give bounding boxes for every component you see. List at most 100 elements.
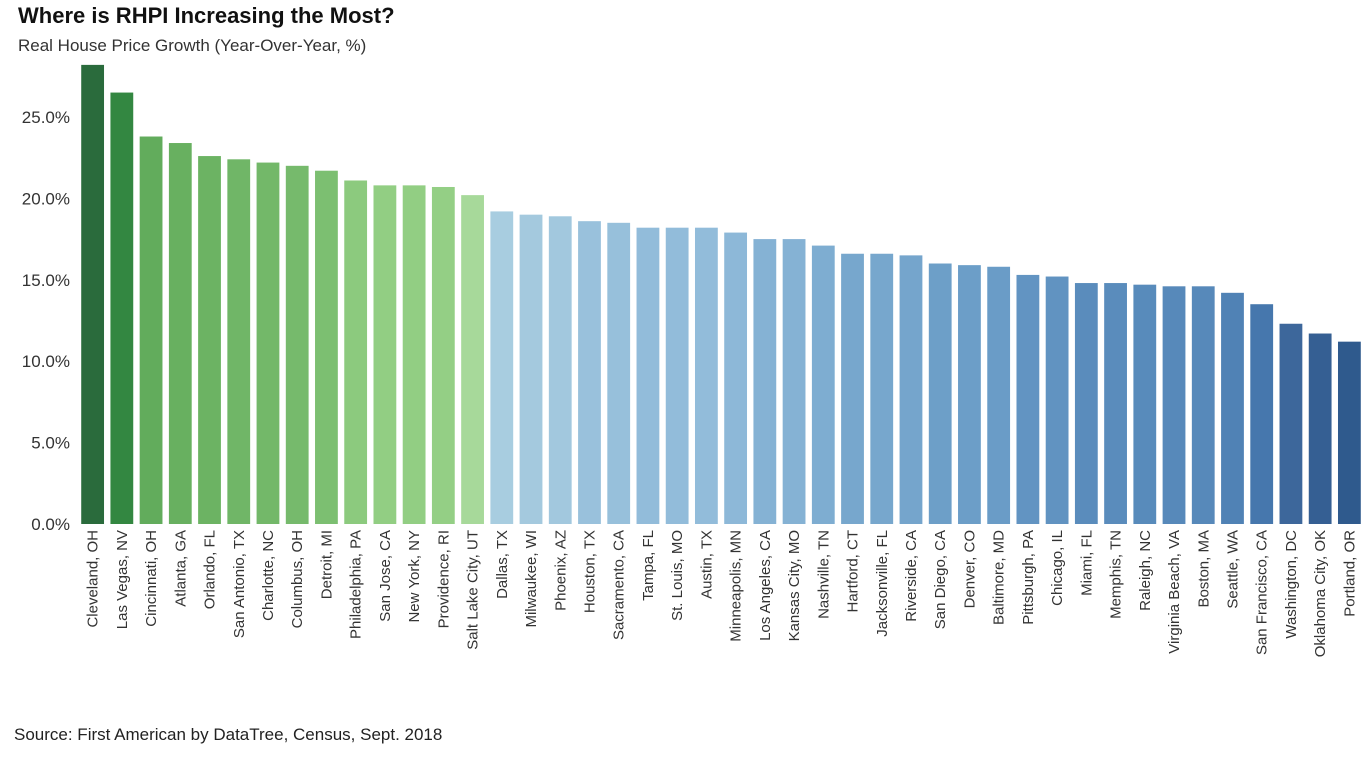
x-tick-label: Salt Lake City, UT	[465, 530, 482, 650]
x-tick-label: Philadelphia, PA	[348, 530, 365, 639]
bar	[811, 245, 835, 524]
x-tick-label: Pittsburgh, PA	[1020, 530, 1037, 625]
x-tick-label: Washington, DC	[1283, 530, 1300, 639]
x-tick-label: Jacksonville, FL	[874, 530, 891, 637]
x-tick-label: San Diego, CA	[932, 530, 949, 629]
bar	[344, 180, 368, 525]
bar	[139, 136, 163, 524]
x-tick-label: New York, NY	[406, 530, 423, 623]
x-tick-label: Los Angeles, CA	[757, 530, 774, 641]
chart-title: Where is RHPI Increasing the Most?	[18, 3, 395, 28]
x-tick-label: Seattle, WA	[1224, 530, 1241, 609]
y-tick-label: 0.0%	[31, 515, 70, 534]
bar	[227, 159, 251, 524]
x-tick-label: Sacramento, CA	[611, 530, 628, 640]
bar	[402, 185, 426, 525]
bar	[870, 253, 894, 525]
bar	[490, 211, 514, 524]
bar	[285, 165, 309, 524]
bar	[899, 255, 923, 524]
bar	[1308, 333, 1332, 524]
x-tick-label: Memphis, TN	[1108, 530, 1125, 619]
x-tick-label: Cleveland, OH	[85, 530, 102, 628]
x-tick-label: Virginia Beach, VA	[1166, 530, 1183, 654]
x-tick-label: Minneapolis, MN	[728, 530, 745, 642]
chart-source: Source: First American by DataTree, Cens…	[14, 725, 443, 744]
bars	[81, 64, 1361, 525]
bar	[694, 227, 718, 524]
x-axis-labels: Cleveland, OH Las Vegas, NV Cincinnati, OH…	[85, 530, 1359, 657]
x-tick-label: Miami, FL	[1078, 530, 1095, 596]
bar	[987, 266, 1011, 524]
x-tick-label: Austin, TX	[698, 530, 715, 599]
x-tick-label: Denver, CO	[961, 530, 978, 608]
bar	[315, 170, 338, 524]
x-tick-label: St. Louis, MO	[669, 530, 686, 621]
bar	[958, 265, 981, 524]
x-tick-label: Oklahoma City, OK	[1312, 530, 1329, 657]
x-tick-label: Hartford, CT	[845, 530, 862, 613]
y-axis: 0.0% 5.0% 10.0% 15.0% 20.0% 25.0%	[22, 108, 70, 534]
x-tick-label: Portland, OR	[1341, 530, 1358, 617]
bar	[665, 227, 689, 524]
bar	[110, 92, 134, 524]
bar	[1250, 304, 1274, 524]
bar	[578, 221, 601, 524]
bar	[1133, 284, 1157, 524]
bar-chart: 0.0% 5.0% 10.0% 15.0% 20.0% 25.0% Cleveland, …	[22, 64, 1361, 657]
bar	[782, 239, 806, 524]
bar	[431, 186, 455, 525]
bar	[636, 227, 660, 524]
x-tick-label: Houston, TX	[581, 530, 598, 613]
x-tick-label: Kansas City, MO	[786, 530, 803, 641]
x-tick-label: Atlanta, GA	[172, 530, 189, 607]
bar	[1104, 283, 1127, 524]
bar	[1279, 323, 1303, 524]
x-tick-label: San Antonio, TX	[231, 530, 248, 638]
bar	[1016, 274, 1040, 524]
x-tick-label: Chicago, IL	[1049, 530, 1066, 606]
x-tick-label: Columbus, OH	[289, 530, 306, 628]
x-tick-label: Nashville, TN	[815, 530, 832, 619]
bar	[753, 239, 777, 524]
bar	[1045, 276, 1069, 524]
y-tick-label: 15.0%	[22, 271, 70, 290]
y-tick-label: 5.0%	[31, 434, 70, 453]
y-tick-label: 20.0%	[22, 189, 70, 208]
bar	[256, 162, 280, 524]
bar	[461, 195, 484, 524]
x-tick-label: San Francisco, CA	[1254, 530, 1271, 655]
x-tick-label: Orlando, FL	[202, 530, 219, 609]
y-tick-label: 25.0%	[22, 108, 70, 127]
bar	[724, 232, 748, 524]
chart-subtitle: Real House Price Growth (Year-Over-Year,…	[18, 36, 367, 55]
bar	[928, 263, 952, 524]
bar	[373, 185, 397, 525]
bar	[1074, 283, 1098, 524]
x-tick-label: Detroit, MI	[318, 530, 335, 599]
x-tick-label: Las Vegas, NV	[114, 530, 131, 629]
x-tick-label: Baltimore, MD	[991, 530, 1008, 625]
x-tick-label: Boston, MA	[1195, 530, 1212, 608]
bar	[168, 143, 192, 524]
bar	[519, 214, 543, 525]
x-tick-label: Cincinnati, OH	[143, 530, 160, 627]
bar	[548, 216, 572, 525]
x-tick-label: Charlotte, NC	[260, 530, 277, 621]
x-tick-label: San Jose, CA	[377, 530, 394, 622]
x-tick-label: Raleigh, NC	[1137, 530, 1154, 611]
bar	[1162, 286, 1186, 524]
bar	[1191, 286, 1215, 524]
x-tick-label: Riverside, CA	[903, 530, 920, 622]
bar	[198, 156, 221, 524]
bar	[1337, 341, 1361, 524]
bar	[1221, 292, 1244, 524]
x-tick-label: Tampa, FL	[640, 530, 657, 601]
y-tick-label: 10.0%	[22, 352, 70, 371]
x-tick-label: Dallas, TX	[494, 530, 511, 599]
x-tick-label: Milwaukee, WI	[523, 530, 540, 628]
bar	[841, 253, 864, 525]
bar	[607, 222, 631, 524]
x-tick-label: Providence, RI	[435, 530, 452, 628]
x-tick-label: Phoenix, AZ	[552, 530, 569, 611]
